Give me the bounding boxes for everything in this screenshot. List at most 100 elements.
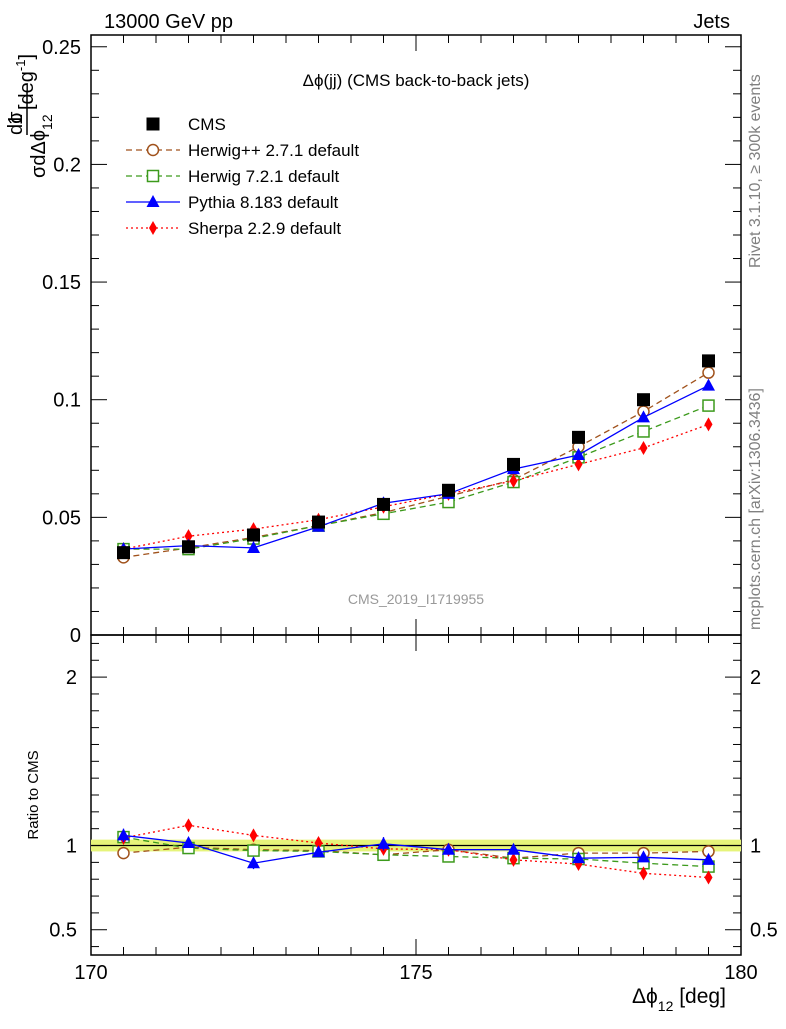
ratio-point-sherpa <box>249 828 258 843</box>
y-tick-label: 0.15 <box>42 272 81 294</box>
x-tick-label: 175 <box>399 962 432 984</box>
ratio-tick-label-right: 2 <box>750 667 761 689</box>
legend: CMS Herwig++ 2.7.1 default Herwig 7.2.1 de… <box>126 115 359 238</box>
ratio-frame <box>90 634 742 956</box>
mcplots-label: mcplots.cern.ch [arXiv:1306.3436] <box>747 388 764 630</box>
series-line-pythia <box>123 385 709 550</box>
point-herwigpp <box>702 366 715 379</box>
ratio-point-pythia <box>247 856 260 869</box>
legend-item-data: CMS <box>146 115 226 134</box>
point-sherpa <box>574 457 583 472</box>
ratio-point-herwigpp <box>117 846 130 860</box>
series-pythia <box>117 378 715 555</box>
y-tick-label: 0 <box>70 625 81 647</box>
point-data <box>117 546 130 560</box>
ratio-point-pythia <box>442 842 455 855</box>
point-pythia <box>702 378 715 391</box>
analysis-watermark: CMS_2019_I1719955 <box>348 591 484 607</box>
ratio-tick-label: 2 <box>66 667 77 689</box>
legend-item-sherpa: Sherpa 2.2.9 default <box>126 219 341 238</box>
main-plot-area <box>117 354 715 564</box>
ratio-ylabel: Ratio to CMS <box>25 750 42 839</box>
ratio-line-herwig7 <box>123 836 709 868</box>
legend-label-data: CMS <box>188 115 226 134</box>
point-sherpa <box>509 473 518 488</box>
point-sherpa <box>639 440 648 455</box>
point-pythia <box>247 540 260 553</box>
ratio-point-pythia <box>572 851 585 864</box>
x-tick-label: 170 <box>74 962 107 984</box>
legend-label-sherpa: Sherpa 2.2.9 default <box>188 219 341 238</box>
ratio-point-pythia <box>117 828 130 841</box>
ratio-point-pythia <box>182 836 195 848</box>
point-sherpa <box>184 529 193 544</box>
header-left: 13000 GeV pp <box>104 11 233 33</box>
ratio-point-pythia <box>507 842 520 855</box>
point-herwig7 <box>702 399 715 412</box>
ratio-tick-label: 1 <box>66 836 77 858</box>
point-data <box>377 497 390 511</box>
ratio-point-sherpa <box>184 818 193 833</box>
legend-item-pythia: Pythia 8.183 default <box>126 193 339 212</box>
y-tick-label: 0.1 <box>53 390 81 412</box>
point-data <box>247 528 260 542</box>
ratio-line-herwigpp <box>123 846 709 859</box>
series-line-sherpa <box>123 423 709 550</box>
ratio-point-pythia <box>637 850 650 863</box>
y-tick-label: 0.2 <box>53 154 81 176</box>
legend-label-herwigpp: Herwig++ 2.7.1 default <box>188 141 359 160</box>
point-pythia <box>637 410 650 423</box>
ratio-point-sherpa <box>704 870 713 885</box>
point-data <box>312 515 325 529</box>
ratio-line-pythia <box>123 834 709 864</box>
ylabel-units-text: [deg-1] <box>13 54 38 110</box>
legend-item-herwigpp: Herwig++ 2.7.1 default <box>126 141 359 160</box>
ylabel-one: 1 <box>5 114 27 125</box>
ratio-point-sherpa <box>639 866 648 881</box>
point-data <box>702 354 715 368</box>
ratio-point-herwig7 <box>247 844 260 857</box>
ratio-point-pythia <box>312 845 325 858</box>
legend-marker-herwig7 <box>146 169 160 183</box>
legend-marker-data <box>146 117 160 131</box>
plot-title: Δϕ(jj) (CMS back-to-back jets) <box>303 71 530 90</box>
point-data <box>442 483 455 497</box>
axes: 170 175 180 0 0.05 0.1 0.15 0.2 0.25 0.5 0.5 1 1 2 2 <box>42 35 778 984</box>
y-tick-label: 0.25 <box>42 37 81 59</box>
header-right: Jets <box>693 11 730 33</box>
ratio-tick-label: 0.5 <box>49 920 77 942</box>
point-data <box>182 540 195 554</box>
point-pythia <box>572 448 585 460</box>
series-data <box>117 354 715 560</box>
point-data <box>572 430 585 444</box>
point-sherpa <box>704 417 713 432</box>
ratio-series-pythia <box>117 828 715 870</box>
y-tick-label: 0.05 <box>42 507 81 529</box>
series-sherpa <box>119 417 713 557</box>
ratio-point-pythia <box>377 836 390 849</box>
ratio-band <box>91 839 741 852</box>
ratio-plot-area <box>117 818 715 885</box>
ratio-tick-label-right: 1 <box>750 836 761 858</box>
ratio-line-sherpa <box>123 824 709 879</box>
legend-item-herwig7: Herwig 7.2.1 default <box>126 167 339 186</box>
ratio-point-pythia <box>702 852 715 865</box>
main-ylabel-units: [deg-1] <box>13 54 38 110</box>
legend-marker-sherpa <box>149 221 157 235</box>
ratio-tick-label-right: 0.5 <box>750 920 778 942</box>
ratio-point-sherpa <box>314 836 323 850</box>
rivet-label: Rivet 3.1.10, ≥ 300k events <box>747 74 764 268</box>
x-tick-label: 180 <box>724 962 757 984</box>
point-herwig7 <box>637 425 650 438</box>
ylabel-denominator: σdΔϕ12 <box>28 114 55 178</box>
ratio-point-sherpa <box>509 852 518 867</box>
series-herwig7 <box>117 399 715 556</box>
point-data <box>637 393 650 407</box>
ylabel-dsigma: dσ <box>5 111 27 135</box>
legend-marker-herwigpp <box>146 143 160 157</box>
xlabel: Δϕ12 [deg] <box>632 985 726 1014</box>
series-line-herwig7 <box>123 404 709 550</box>
series-line-herwigpp <box>123 372 709 559</box>
